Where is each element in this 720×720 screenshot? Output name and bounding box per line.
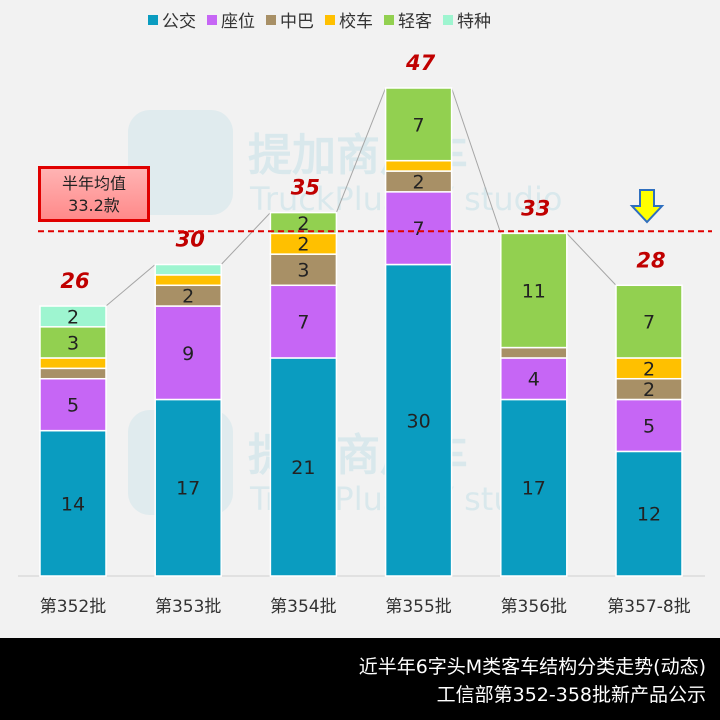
watermark-logo bbox=[128, 110, 233, 215]
data-label: 14 bbox=[61, 493, 85, 515]
legend-swatch-轻客 bbox=[384, 15, 394, 25]
connector-line bbox=[105, 264, 156, 307]
data-label: 17 bbox=[176, 478, 200, 500]
legend-swatch-公交 bbox=[148, 15, 158, 25]
category-label: 第355批 bbox=[385, 597, 451, 617]
total-label: 28 bbox=[636, 248, 665, 272]
total-label: 35 bbox=[291, 176, 320, 200]
bar-segment-座位 bbox=[154, 305, 222, 401]
total-label: 33 bbox=[521, 196, 550, 220]
legend-label-特种: 特种 bbox=[457, 12, 491, 32]
data-label: 7 bbox=[413, 218, 425, 240]
category-label: 第356批 bbox=[501, 597, 567, 617]
connector-line bbox=[451, 87, 502, 234]
bar-segment-公交 bbox=[384, 263, 453, 577]
footer-subtitle: 工信部第352-358批新产品公示 bbox=[436, 684, 706, 706]
data-label: 3 bbox=[297, 260, 309, 282]
data-label: 3 bbox=[67, 332, 79, 354]
bar-segment-中巴 bbox=[269, 253, 338, 287]
bar-segment-特种 bbox=[154, 263, 222, 276]
legend-label-公交: 公交 bbox=[162, 12, 196, 32]
data-label: 4 bbox=[528, 369, 540, 391]
bar-segment-公交 bbox=[615, 450, 683, 577]
footer-title: 近半年6字头M类客车结构分类走势(动态) bbox=[358, 656, 706, 678]
bar-segment-座位 bbox=[615, 398, 683, 453]
data-label: 5 bbox=[643, 415, 655, 437]
total-label: 26 bbox=[60, 269, 89, 293]
data-label: 9 bbox=[182, 343, 194, 365]
legend-label-轻客: 轻客 bbox=[398, 12, 432, 32]
footer: 近半年6字头M类客车结构分类走势(动态) 工信部第352-358批新产品公示 bbox=[0, 638, 720, 720]
average-annotation: 半年均值 33.2款 bbox=[38, 166, 150, 222]
bar-segment-座位 bbox=[384, 191, 453, 266]
bar-segment-轻客 bbox=[39, 326, 107, 359]
average-label: 半年均值 bbox=[61, 174, 126, 193]
bar-segment-公交 bbox=[269, 357, 338, 577]
bar-segment-中巴 bbox=[500, 346, 568, 359]
data-label: 2 bbox=[297, 213, 309, 235]
legend-label-中巴: 中巴 bbox=[280, 12, 314, 32]
down-arrow-icon bbox=[629, 189, 665, 224]
data-label: 30 bbox=[407, 410, 431, 432]
connector-line bbox=[335, 87, 387, 213]
legend-swatch-中巴 bbox=[266, 15, 276, 25]
category-label: 第354批 bbox=[270, 597, 336, 617]
category-label: 第357-8批 bbox=[607, 597, 690, 617]
legend-label-座位: 座位 bbox=[221, 12, 255, 32]
bar-segment-轻客 bbox=[269, 211, 338, 235]
bar-segment-轻客 bbox=[384, 87, 453, 162]
bar-segment-校车 bbox=[39, 357, 107, 370]
connector-line bbox=[220, 212, 271, 265]
bar-segment-座位 bbox=[269, 284, 338, 359]
bar-segment-公交 bbox=[39, 429, 107, 577]
data-label: 2 bbox=[643, 358, 655, 380]
connector-line bbox=[566, 233, 617, 286]
bar-segment-座位 bbox=[39, 377, 107, 432]
data-label: 7 bbox=[643, 312, 655, 334]
bar-segment-校车 bbox=[154, 274, 222, 287]
legend-swatch-校车 bbox=[325, 15, 335, 25]
data-label: 12 bbox=[637, 504, 661, 526]
bar-segment-校车 bbox=[384, 159, 453, 172]
data-label: 7 bbox=[413, 114, 425, 136]
legend-swatch-座位 bbox=[207, 15, 217, 25]
legend-swatch-特种 bbox=[443, 15, 453, 25]
data-label: 17 bbox=[522, 478, 546, 500]
bar-segment-特种 bbox=[39, 305, 107, 328]
category-label: 第353批 bbox=[155, 597, 221, 617]
bar-segment-轻客 bbox=[500, 232, 568, 349]
data-label: 11 bbox=[522, 280, 546, 302]
category-label: 第352批 bbox=[40, 597, 106, 617]
bar-segment-轻客 bbox=[615, 284, 683, 359]
bar-segment-座位 bbox=[500, 357, 568, 401]
legend-label-校车: 校车 bbox=[339, 12, 373, 32]
data-label: 2 bbox=[413, 171, 425, 193]
data-label: 2 bbox=[643, 379, 655, 401]
data-label: 2 bbox=[182, 286, 194, 308]
total-label: 47 bbox=[405, 51, 436, 75]
data-label: 7 bbox=[297, 312, 309, 334]
data-label: 2 bbox=[297, 234, 309, 256]
average-value: 33.2款 bbox=[68, 196, 120, 215]
data-label: 2 bbox=[67, 306, 79, 328]
data-label: 5 bbox=[67, 395, 79, 417]
data-label: 21 bbox=[291, 457, 315, 479]
bar-segment-中巴 bbox=[39, 367, 107, 380]
bar-segment-公交 bbox=[500, 398, 568, 577]
bar-segment-公交 bbox=[154, 398, 222, 577]
